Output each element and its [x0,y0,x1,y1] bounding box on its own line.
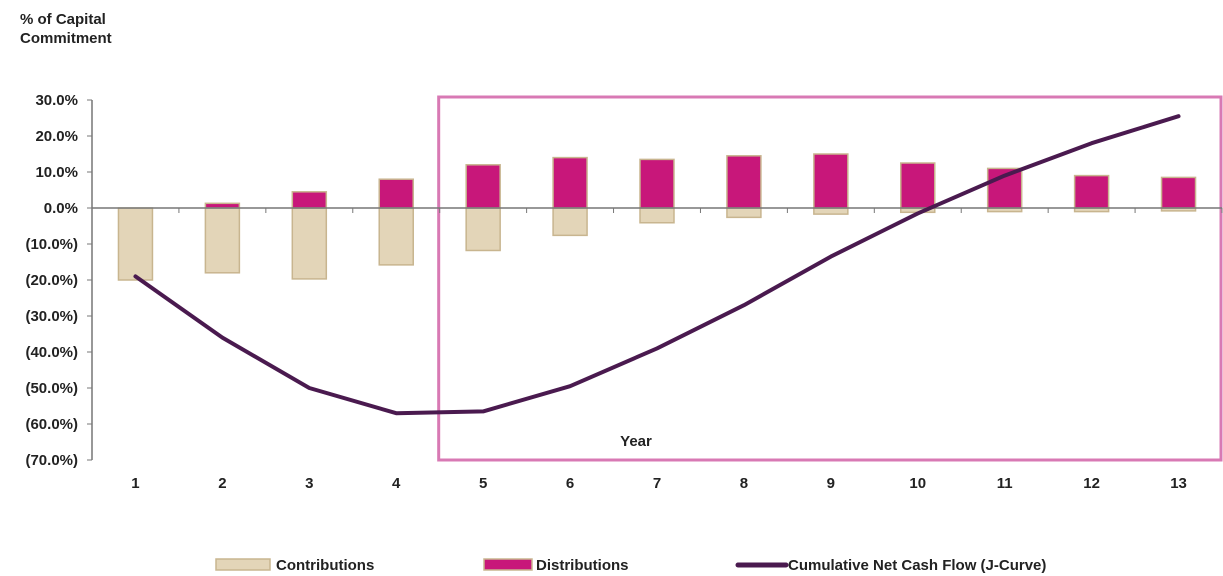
bar-distributions-10 [900,162,936,209]
legend: Contributions Distributions Cumulative Net… [215,557,1046,574]
legend-label-distributions: Distributions [536,557,629,574]
bars-layer [117,153,1197,281]
y-tick-label: (20.0%) [25,272,78,289]
y-tick-label: (10.0%) [25,236,78,253]
y-tick-label: (60.0%) [25,416,78,433]
legend-swatch-distributions [483,558,533,571]
bar-distributions-4 [378,178,414,209]
highlight-layer [437,95,1223,462]
bar-contributions-9 [813,207,849,215]
y-axis-title: % of Capital Commitment [20,11,112,47]
bar-contributions-3 [291,207,328,280]
y-tick-label: 30.0% [35,92,78,109]
line-layer [133,114,1181,416]
bar-distributions-13 [1160,176,1197,209]
x-tick-label: 9 [827,475,835,492]
bar-contributions-6 [552,207,588,237]
bar-distributions-9 [813,153,849,209]
bar-distributions-7 [639,158,675,209]
x-tick-label: 4 [392,475,401,492]
y-tick-label: (50.0%) [25,380,78,397]
bar-contributions-7 [639,207,675,224]
x-tick-label: 7 [653,475,661,492]
bar-distributions-3 [291,191,328,209]
y-tick-label: 10.0% [35,164,78,181]
x-tick-label: 10 [909,475,926,492]
legend-label-jcurve: Cumulative Net Cash Flow (J-Curve) [788,557,1046,574]
x-tick-label: 2 [218,475,226,492]
bar-distributions-5 [465,164,501,209]
labels-layer: 30.0% 20.0% 10.0% 0.0% (10.0%) (20.0%) (30.0%)… [25,92,1186,492]
bar-contributions-1 [117,207,154,281]
bar-contributions-5 [465,207,501,252]
highlight-box [437,95,1223,462]
bar-contributions-4 [378,207,414,266]
x-tick-label: 8 [740,475,748,492]
legend-swatch-contributions [215,558,271,571]
x-tick-label: 12 [1083,475,1100,492]
y-tick-label: 0.0% [44,200,78,217]
x-tick-label: 3 [305,475,313,492]
y-tick-label: 20.0% [35,128,78,145]
bar-distributions-12 [1073,174,1110,209]
bar-distributions-6 [552,156,588,209]
x-tick-label: 5 [479,475,487,492]
x-axis-title: Year [620,433,652,450]
legend-label-contributions: Contributions [276,557,374,574]
bar-contributions-8 [726,207,762,219]
y-tick-label: (70.0%) [25,452,78,469]
x-tick-label: 11 [997,475,1013,492]
y-tick-label: (40.0%) [25,344,78,361]
x-tick-label: 13 [1170,475,1187,492]
x-tick-label: 6 [566,475,574,492]
bar-distributions-8 [726,155,762,209]
x-tick-label: 1 [131,475,139,492]
bar-contributions-2 [204,207,241,274]
axes-layer [87,99,1223,461]
y-tick-label: (30.0%) [25,308,78,325]
